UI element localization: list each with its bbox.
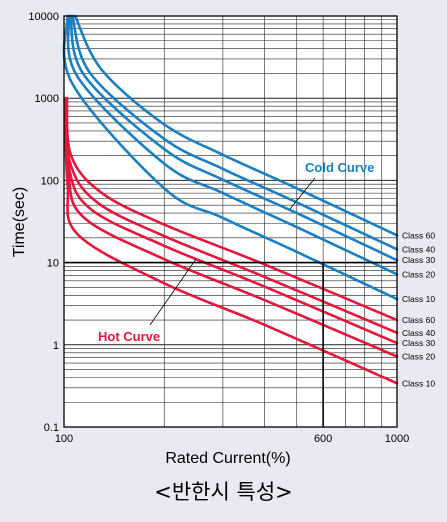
y-tick-label: 100: [41, 175, 59, 187]
y-axis-label: Time(sec): [11, 187, 28, 258]
series-line-hot-class-60: [65, 96, 399, 322]
y-tick-label: 1000: [35, 93, 59, 105]
series-label: Class 60: [402, 315, 435, 325]
series-line-hot-class-40: [65, 96, 399, 335]
series-line-hot-class-30: [64, 96, 399, 345]
series-label: Class 40: [402, 244, 435, 254]
series-line-cold-class-60: [73, 14, 399, 237]
series-label: Class 20: [402, 352, 435, 362]
curves: [62, 14, 399, 385]
series-label: Class 40: [402, 328, 435, 338]
y-tick-label: 0.1: [44, 422, 59, 434]
x-tick-label: 1000: [385, 433, 409, 445]
series-label: Class 10: [402, 294, 435, 304]
series-label: Class 60: [402, 230, 435, 240]
annotation-cold-curve: Cold Curve: [305, 160, 374, 175]
series-label: Class 30: [402, 255, 435, 265]
x-tick-label: 100: [55, 433, 73, 445]
annotation-hot-curve: Hot Curve: [98, 329, 160, 344]
series-line-hot-class-20: [63, 96, 399, 358]
annotation-hot-leader: [149, 258, 197, 326]
y-tick-label: 10: [47, 258, 59, 270]
series-line-cold-class-10: [62, 14, 399, 301]
series-label: Class 10: [402, 378, 435, 388]
highlight-lines: [64, 261, 397, 427]
y-tick-label: 10000: [28, 11, 59, 23]
tick-labels: 0.1 1 10 100 1000 10000 100 600 1000: [28, 11, 409, 445]
series-label: Class 20: [402, 269, 435, 279]
annotation-cold-leader: [289, 177, 316, 210]
plot-border: [63, 15, 398, 428]
series-line-cold-class-30: [69, 14, 399, 262]
series-label: Class 30: [402, 338, 435, 348]
y-tick-label: 1: [53, 340, 59, 352]
series-line-hot-class-10: [63, 96, 399, 385]
series-line-cold-class-20: [66, 14, 399, 276]
caption: <반한시 특성>: [154, 480, 293, 504]
annotations: Cold Curve Hot Curve: [98, 160, 374, 344]
x-axis-label: Rated Current(%): [165, 450, 290, 467]
x-tick-label: 600: [314, 433, 332, 445]
series-line-cold-class-40: [71, 14, 399, 251]
